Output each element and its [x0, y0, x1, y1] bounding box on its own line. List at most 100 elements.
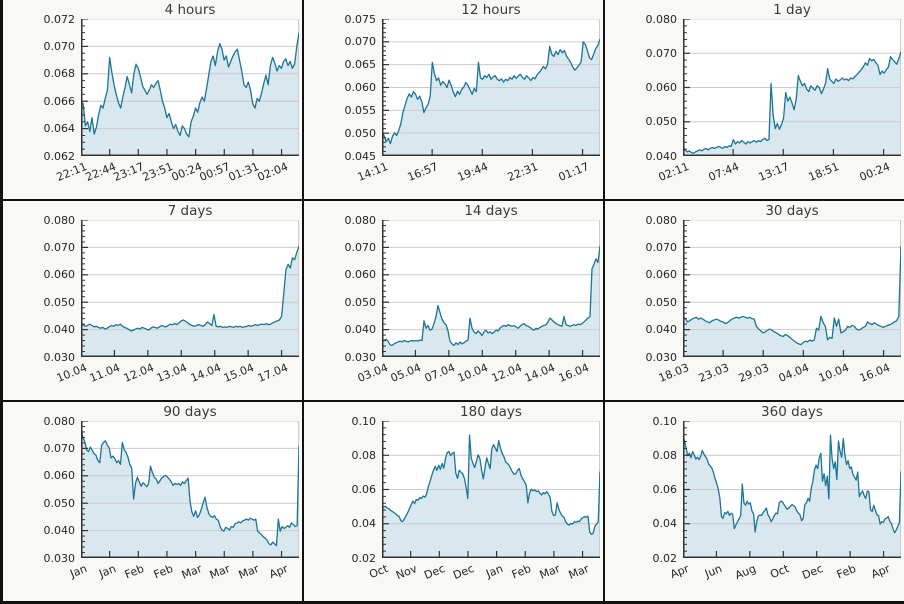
chart-plot: [381, 18, 601, 157]
chart-canvas: [80, 18, 300, 157]
price-line: [682, 51, 902, 154]
y-tick-label: 0.065: [344, 58, 377, 72]
chart-canvas: [682, 219, 902, 358]
price-line: [381, 434, 601, 536]
y-tick-label: 0.045: [344, 149, 377, 163]
y-tick-label: 0.070: [344, 240, 377, 254]
y-tick-label: 0.080: [344, 213, 377, 227]
y-tick-label: 0.06: [351, 483, 377, 496]
area-fill: [683, 435, 901, 558]
y-tick-label: 0.030: [344, 350, 377, 364]
y-tick-label: 0.030: [43, 551, 76, 565]
y-tick-label: 0.070: [43, 441, 76, 455]
chart-panel-30-days: 30 days 18.03 23.03 29.03 04.04 10.04 16.04 0.…: [605, 201, 904, 400]
y-tick-label: 0.080: [645, 213, 678, 227]
y-tick-label: 0.08: [351, 448, 377, 462]
chart-panel-90-days: 90 days Jan Jan Feb Feb Mar Mar Mar Apr 0.030 0.0…: [3, 402, 302, 601]
chart-plot: [80, 420, 300, 559]
y-tick-label: 0.040: [344, 323, 377, 337]
area-fill: [683, 246, 901, 357]
y-tick-label: 0.02: [351, 551, 377, 565]
y-tick-label: 0.050: [645, 115, 678, 129]
y-tick-label: 0.02: [652, 551, 678, 565]
y-tick-label: 0.070: [43, 39, 76, 53]
y-tick-label: 0.070: [645, 240, 678, 254]
y-tick-label: 0.060: [645, 268, 678, 282]
y-tick-label: 0.030: [645, 350, 678, 364]
chart-title: 7 days: [167, 203, 213, 219]
y-tick-label: 0.04: [652, 517, 678, 531]
y-tick-label: 0.080: [43, 414, 76, 428]
y-tick-label: 0.068: [43, 67, 76, 81]
y-tick-label: 0.050: [344, 126, 377, 140]
chart-title: 30 days: [765, 203, 819, 219]
area-fill: [81, 32, 299, 157]
price-line: [80, 32, 300, 138]
chart-plot: [381, 219, 601, 358]
chart-plot: [80, 18, 300, 157]
chart-plot: [682, 219, 902, 358]
y-tick-label: 0.060: [645, 81, 678, 94]
price-line: [682, 246, 902, 346]
chart-canvas: [381, 219, 601, 358]
area-fill: [382, 39, 600, 157]
chart-canvas: [381, 420, 601, 559]
price-line: [381, 245, 601, 347]
chart-canvas: [682, 18, 902, 157]
y-tick-label: 0.070: [43, 240, 76, 254]
price-line: [80, 426, 300, 547]
y-tick-label: 0.08: [652, 448, 678, 462]
y-tick-label: 0.040: [43, 524, 76, 538]
chart-title: 12 hours: [461, 2, 521, 18]
y-tick-label: 0.040: [645, 149, 678, 163]
chart-canvas: [80, 219, 300, 358]
chart-panel-1-day: 1 day 02:11 07:44 13:17 18:51 00:24 0.040 0.05…: [605, 0, 904, 199]
y-tick-label: 0.050: [43, 295, 76, 309]
chart-title: 4 hours: [164, 2, 216, 18]
price-line: [381, 38, 601, 145]
y-tick-label: 0.04: [351, 517, 377, 531]
chart-plot: [682, 18, 902, 157]
chart-title: 90 days: [163, 404, 217, 420]
y-tick-label: 0.070: [645, 46, 678, 60]
y-tick-label: 0.030: [43, 350, 76, 364]
chart-plot: [80, 219, 300, 358]
chart-panel-360-days: 360 days Apr Jun Aug Oct Dec Feb Apr 0.02 0.04 0.…: [605, 402, 904, 601]
y-tick-label: 0.064: [43, 122, 76, 136]
y-tick-label: 0.060: [43, 268, 76, 282]
y-tick-label: 0.060: [43, 469, 76, 483]
y-tick-label: 0.060: [344, 268, 377, 282]
y-tick-label: 0.070: [344, 35, 377, 49]
area-fill: [81, 246, 299, 357]
chart-title: 180 days: [460, 404, 522, 420]
chart-panel-180-days: 180 days Oct Nov Dec Dec Jan Feb Mar Mar 0.02 0.0…: [304, 402, 603, 601]
y-tick-label: 0.06: [652, 483, 678, 496]
y-tick-label: 0.060: [344, 81, 377, 94]
y-tick-label: 0.050: [43, 496, 76, 510]
y-tick-label: 0.072: [43, 12, 76, 26]
chart-title: 360 days: [761, 404, 823, 420]
y-tick-label: 0.040: [645, 323, 678, 337]
chart-title: 1 day: [773, 2, 811, 18]
price-line: [80, 245, 300, 332]
chart-title: 14 days: [464, 203, 518, 219]
y-tick-label: 0.075: [344, 12, 377, 26]
area-fill: [382, 435, 600, 558]
chart-plot: [381, 420, 601, 559]
y-tick-label: 0.062: [43, 149, 76, 163]
chart-canvas: [381, 18, 601, 157]
chart-panel-4-hours: 4 hours 22:11 22:44 23:17 23:51 00:24 00:57 01…: [3, 0, 302, 199]
area-fill: [81, 427, 299, 558]
y-tick-label: 0.050: [645, 295, 678, 309]
price-line: [682, 434, 902, 534]
chart-plot: [682, 420, 902, 559]
y-tick-label: 0.055: [344, 103, 377, 117]
chart-panel-12-hours: 12 hours 14:11 16:57 19:44 22:31 01:17 0.045 0…: [304, 0, 603, 199]
chart-canvas: [80, 420, 300, 559]
chart-canvas: [682, 420, 902, 559]
y-tick-label: 0.080: [645, 12, 678, 26]
y-tick-label: 0.066: [43, 94, 76, 108]
y-tick-label: 0.080: [43, 213, 76, 227]
y-tick-label: 0.10: [652, 414, 678, 428]
